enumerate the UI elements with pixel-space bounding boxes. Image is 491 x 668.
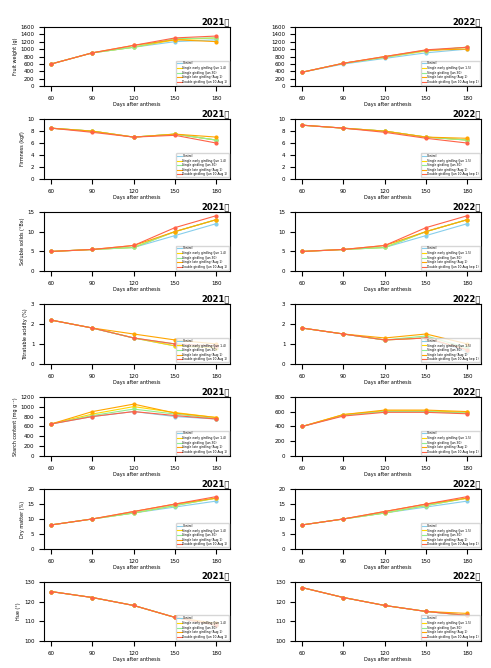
Legend: Control, Single early girdling (Jun 1.4), Single girdling (Jun 30), Single late : Control, Single early girdling (Jun 1.4)…	[176, 523, 229, 547]
X-axis label: Days after anthesis: Days after anthesis	[364, 380, 412, 385]
Legend: Control, Single early girdling (Jun 1.5), Single girdling (Jun 30), Single late : Control, Single early girdling (Jun 1.5)…	[421, 523, 480, 547]
Text: 2021년: 2021년	[202, 387, 230, 396]
X-axis label: Days after anthesis: Days after anthesis	[113, 657, 161, 663]
X-axis label: Days after anthesis: Days after anthesis	[113, 565, 161, 570]
Text: 2022년: 2022년	[453, 17, 481, 26]
Legend: Control, Single early girdling (Jun 1.5), Single girdling (Jun 30), Single late : Control, Single early girdling (Jun 1.5)…	[421, 246, 480, 270]
X-axis label: Days after anthesis: Days after anthesis	[113, 102, 161, 108]
Legend: Control, Single early girdling (Jun 1.5), Single girdling (Jun 30), Single late : Control, Single early girdling (Jun 1.5)…	[421, 615, 480, 640]
Y-axis label: Dry matter (%): Dry matter (%)	[20, 500, 25, 538]
Y-axis label: Hue (°): Hue (°)	[16, 603, 21, 621]
Text: 2022년: 2022년	[453, 202, 481, 211]
Legend: Control, Single early girdling (Jun 1.5), Single girdling (Jun 30), Single late : Control, Single early girdling (Jun 1.5)…	[421, 153, 480, 177]
Text: 2021년: 2021년	[202, 110, 230, 118]
Legend: Control, Single early girdling (Jun 1.4), Single girdling (Jun 30), Single late : Control, Single early girdling (Jun 1.4)…	[176, 430, 229, 455]
X-axis label: Days after anthesis: Days after anthesis	[364, 472, 412, 478]
Legend: Control, Single early girdling (Jun 1.5), Single girdling (Jun 30), Single late : Control, Single early girdling (Jun 1.5)…	[421, 338, 480, 362]
X-axis label: Days after anthesis: Days after anthesis	[364, 287, 412, 293]
Legend: Control, Single early girdling (Jun 1.4), Single girdling (Jun 30), Single late : Control, Single early girdling (Jun 1.4)…	[176, 338, 229, 362]
X-axis label: Days after anthesis: Days after anthesis	[364, 657, 412, 663]
Text: 2021년: 2021년	[202, 17, 230, 26]
Text: 2021년: 2021년	[202, 480, 230, 488]
Y-axis label: Fruit weight (g): Fruit weight (g)	[13, 38, 18, 75]
X-axis label: Days after anthesis: Days after anthesis	[113, 380, 161, 385]
Y-axis label: Soluble solids (°Bx): Soluble solids (°Bx)	[20, 218, 25, 265]
Text: 2022년: 2022년	[453, 110, 481, 118]
Text: 2021년: 2021년	[202, 202, 230, 211]
Legend: Control, Single early girdling (Jun 1.4), Single girdling (Jun 30), Single late : Control, Single early girdling (Jun 1.4)…	[176, 153, 229, 177]
X-axis label: Days after anthesis: Days after anthesis	[364, 195, 412, 200]
Text: 2021년: 2021년	[202, 572, 230, 581]
X-axis label: Days after anthesis: Days after anthesis	[113, 287, 161, 293]
X-axis label: Days after anthesis: Days after anthesis	[364, 102, 412, 108]
Y-axis label: Firmness (kgf): Firmness (kgf)	[20, 132, 25, 166]
Text: 2022년: 2022년	[453, 572, 481, 581]
Legend: Control, Single early girdling (Jun 1.5), Single girdling (Jun 30), Single late : Control, Single early girdling (Jun 1.5)…	[421, 430, 480, 455]
X-axis label: Days after anthesis: Days after anthesis	[113, 472, 161, 478]
X-axis label: Days after anthesis: Days after anthesis	[364, 565, 412, 570]
Text: 2022년: 2022년	[453, 480, 481, 488]
X-axis label: Days after anthesis: Days after anthesis	[113, 195, 161, 200]
Text: 2022년: 2022년	[453, 295, 481, 303]
Text: 2022년: 2022년	[453, 387, 481, 396]
Legend: Control, Single early girdling (Jun 1.4), Single girdling (Jun 30), Single late : Control, Single early girdling (Jun 1.4)…	[176, 61, 229, 85]
Legend: Control, Single early girdling (Jun 1.4), Single girdling (Jun 30), Single late : Control, Single early girdling (Jun 1.4)…	[176, 246, 229, 270]
Y-axis label: Starch content (mg g⁻¹): Starch content (mg g⁻¹)	[13, 397, 18, 456]
Legend: Control, Single early girdling (Jun 1.4), Single girdling (Jun 30), Single late : Control, Single early girdling (Jun 1.4)…	[176, 615, 229, 640]
Text: 2021년: 2021년	[202, 295, 230, 303]
Y-axis label: Titratable acidity (%): Titratable acidity (%)	[23, 308, 28, 360]
Legend: Control, Single early girdling (Jun 1.5), Single girdling (Jun 30), Single late : Control, Single early girdling (Jun 1.5)…	[421, 61, 480, 85]
